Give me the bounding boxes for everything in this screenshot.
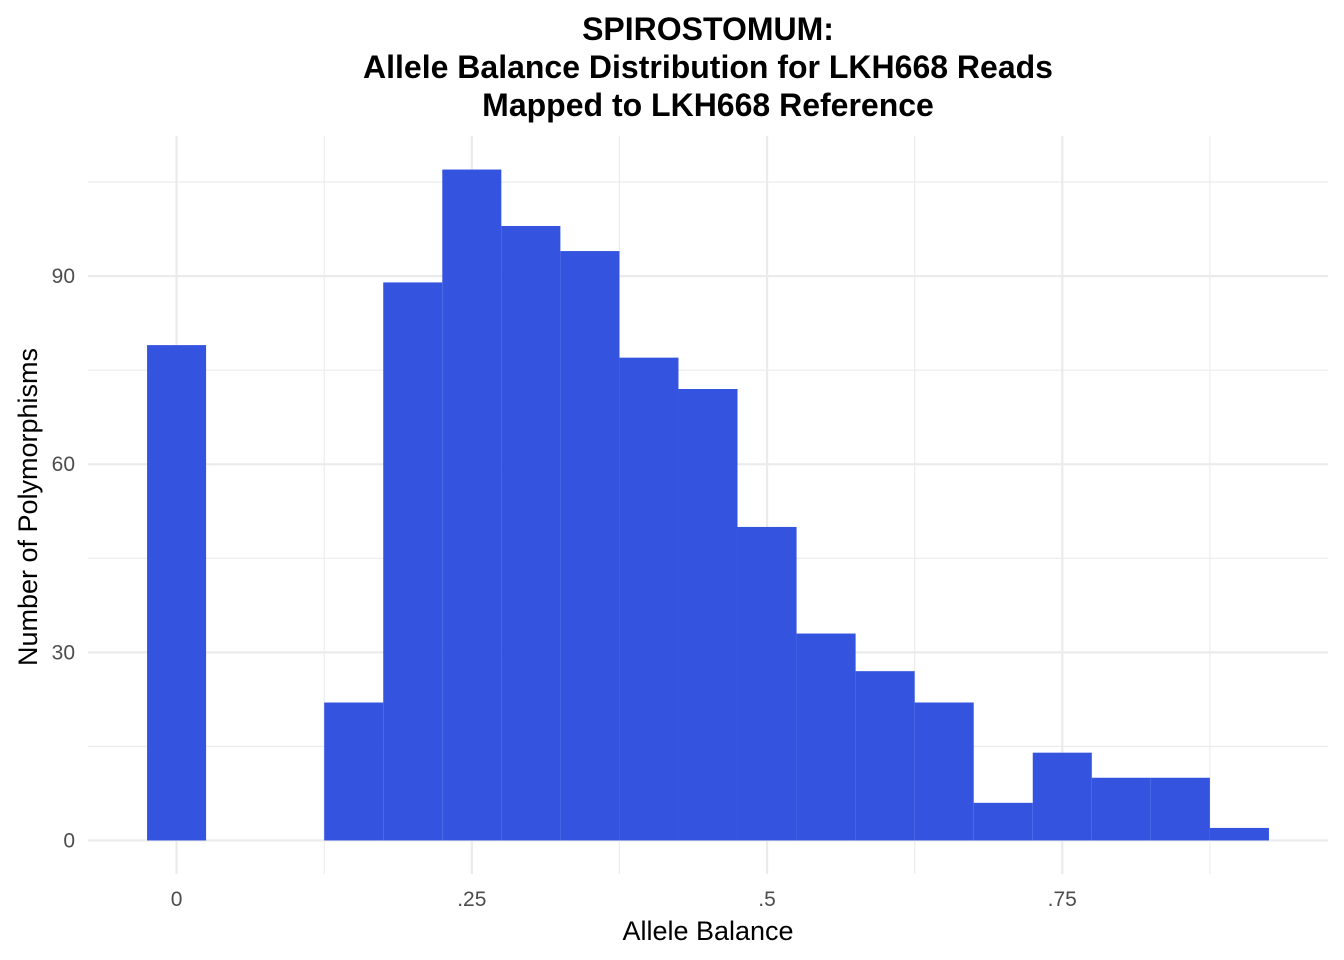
histogram-bar-6 xyxy=(501,225,561,841)
histogram-bar-14 xyxy=(973,802,1033,841)
histogram-bar-0 xyxy=(147,345,207,841)
histogram-bar-5 xyxy=(442,169,502,841)
histogram-bar-4 xyxy=(383,282,443,841)
x-tick-label-0: 0 xyxy=(171,888,183,911)
histogram-bar-13 xyxy=(914,702,974,841)
x-axis-ticks: 0 .25 .5 .75 xyxy=(171,888,1077,911)
histogram-bar-10 xyxy=(737,526,797,841)
x-tick-label-1: .25 xyxy=(457,888,486,911)
histogram-bar-17 xyxy=(1150,777,1210,841)
y-axis-title: Number of Polymorphisms xyxy=(13,348,43,666)
histogram-bar-9 xyxy=(678,389,738,841)
y-tick-label-2: 60 xyxy=(52,453,75,476)
y-axis-ticks: 0 30 60 90 xyxy=(52,265,75,852)
histogram-bars xyxy=(147,169,1269,841)
histogram-bar-8 xyxy=(619,357,679,841)
x-tick-label-3: .75 xyxy=(1048,888,1077,911)
histogram-bar-12 xyxy=(855,671,915,841)
histogram-bar-15 xyxy=(1032,752,1092,841)
histogram-bar-11 xyxy=(796,633,856,841)
chart-title-line-3: Mapped to LKH668 Reference xyxy=(482,87,934,123)
x-tick-label-2: .5 xyxy=(758,888,776,911)
histogram-bar-16 xyxy=(1091,777,1151,841)
y-tick-label-1: 30 xyxy=(52,641,75,664)
histogram-bar-3 xyxy=(324,702,384,841)
x-axis-title: Allele Balance xyxy=(622,916,793,946)
chart-title-line-2: Allele Balance Distribution for LKH668 R… xyxy=(363,49,1053,85)
y-tick-label-3: 90 xyxy=(52,265,75,288)
y-tick-label-0: 0 xyxy=(63,829,75,852)
chart-title-line-1: SPIROSTOMUM: xyxy=(582,11,834,47)
histogram-bar-18 xyxy=(1209,827,1269,841)
histogram-bar-7 xyxy=(560,251,620,841)
